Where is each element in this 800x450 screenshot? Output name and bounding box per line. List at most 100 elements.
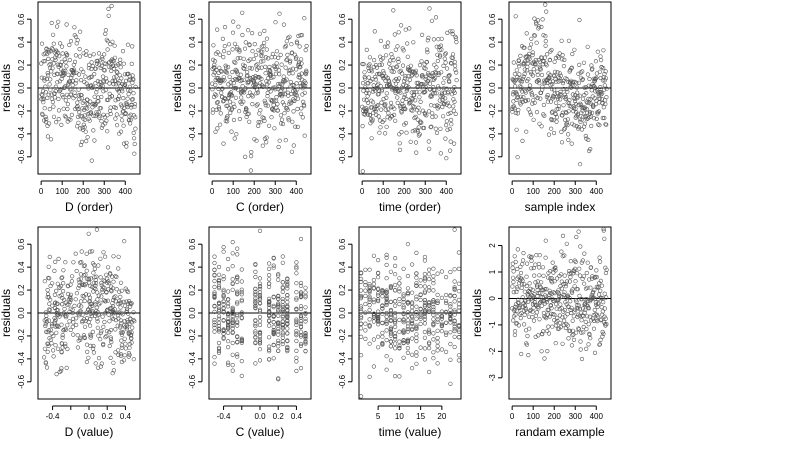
- data-point: [287, 60, 293, 65]
- data-point: [252, 41, 257, 47]
- data-point: [371, 297, 377, 302]
- data-point: [253, 286, 258, 292]
- data-point: [302, 103, 307, 109]
- data-point: [371, 110, 376, 115]
- data-point: [282, 102, 287, 107]
- data-point: [595, 304, 600, 310]
- data-point: [418, 297, 423, 303]
- data-point: [78, 77, 84, 83]
- data-point: [283, 138, 288, 143]
- data-point: [550, 109, 555, 114]
- data-point: [212, 278, 217, 284]
- data-point: [94, 305, 99, 310]
- data-point: [230, 308, 235, 313]
- data-point: [391, 65, 396, 70]
- data-point: [275, 65, 280, 70]
- data-point: [46, 275, 51, 281]
- data-point: [281, 74, 286, 79]
- x-tick-label: 400: [440, 187, 454, 196]
- data-point: [397, 345, 402, 351]
- data-point: [59, 341, 64, 346]
- data-point: [210, 87, 215, 92]
- data-point: [287, 99, 292, 104]
- data-point: [239, 373, 244, 379]
- data-point: [588, 147, 593, 152]
- data-point: [403, 76, 408, 81]
- data-point: [91, 343, 96, 349]
- data-point: [431, 321, 436, 326]
- data-point: [543, 315, 548, 320]
- data-point: [597, 342, 602, 347]
- data-point: [441, 80, 446, 85]
- data-point: [50, 32, 56, 37]
- data-point: [577, 306, 583, 312]
- data-point: [257, 309, 263, 314]
- data-point: [46, 56, 51, 62]
- data-point: [256, 119, 261, 125]
- data-point: [113, 274, 118, 279]
- data-point: [516, 297, 521, 302]
- data-point: [239, 292, 244, 297]
- data-point: [516, 281, 522, 286]
- data-point: [74, 78, 79, 83]
- data-point: [444, 332, 449, 338]
- data-point: [363, 288, 368, 293]
- data-point: [427, 327, 432, 332]
- y-tick-label: 0.2: [488, 59, 497, 71]
- data-point: [432, 103, 437, 108]
- data-point: [55, 80, 60, 85]
- data-point: [79, 282, 85, 288]
- data-point: [523, 59, 528, 64]
- data-point: [553, 265, 558, 270]
- data-point: [578, 119, 583, 124]
- y-tick-label: 0.2: [188, 59, 197, 71]
- data-point: [541, 310, 547, 316]
- data-point: [81, 122, 86, 127]
- data-point: [573, 259, 578, 265]
- data-point: [603, 265, 608, 270]
- data-point: [563, 281, 568, 287]
- data-point: [527, 326, 532, 331]
- data-point: [410, 290, 415, 295]
- data-point: [257, 334, 263, 339]
- data-point: [359, 293, 364, 299]
- data-point: [575, 303, 580, 308]
- data-point: [515, 286, 520, 291]
- y-tick-label: 0.6: [17, 13, 26, 25]
- data-point: [554, 276, 560, 281]
- data-point: [237, 109, 242, 114]
- data-point: [271, 320, 276, 325]
- data-point: [511, 290, 516, 295]
- data-point: [294, 67, 299, 72]
- data-point: [452, 299, 457, 304]
- x-tick-label: -0.4: [217, 412, 231, 421]
- data-point: [537, 121, 542, 126]
- data-point: [121, 123, 126, 128]
- data-point: [359, 394, 364, 399]
- data-point: [403, 74, 408, 79]
- data-point: [530, 287, 535, 293]
- data-point: [401, 312, 406, 317]
- data-point: [535, 18, 541, 23]
- data-point: [285, 346, 290, 351]
- data-point: [549, 47, 554, 53]
- data-point: [232, 104, 237, 109]
- data-point: [452, 99, 457, 104]
- data-point: [574, 90, 580, 95]
- data-point: [397, 289, 402, 294]
- data-point: [285, 312, 290, 317]
- data-point: [410, 96, 415, 102]
- data-point: [230, 287, 235, 292]
- data-point: [366, 81, 371, 86]
- data-point: [553, 302, 559, 307]
- data-point: [363, 108, 369, 113]
- data-point: [435, 314, 440, 319]
- data-point: [601, 105, 606, 110]
- data-point: [431, 356, 436, 361]
- y-tick-label: -0.6: [338, 149, 347, 163]
- data-point: [94, 308, 99, 313]
- data-point: [52, 91, 57, 96]
- data-point: [221, 293, 226, 298]
- data-point: [271, 305, 276, 310]
- data-point: [580, 108, 585, 113]
